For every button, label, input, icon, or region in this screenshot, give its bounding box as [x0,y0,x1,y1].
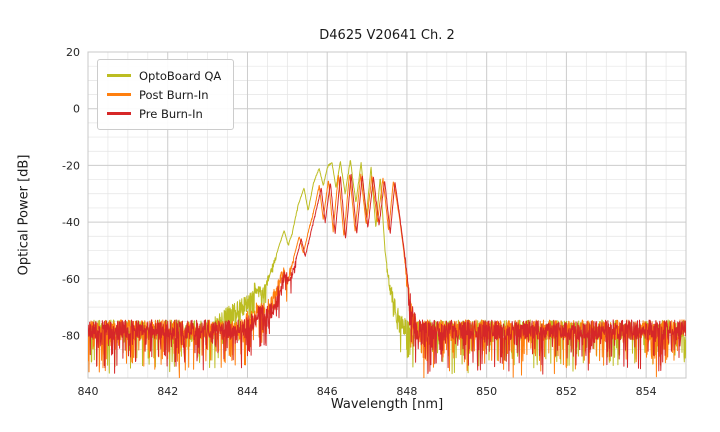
series-line-pre-burn-in [88,173,686,375]
legend-line-swatch [107,112,131,115]
legend-line-swatch [107,74,131,77]
x-tick-label: 854 [636,385,657,398]
x-tick-label: 850 [476,385,497,398]
y-tick-label: 0 [73,103,80,116]
x-tick-label: 840 [78,385,99,398]
legend-item: OptoBoard QA [107,66,221,85]
legend-label: Pre Burn-In [139,106,203,121]
y-axis-label: Optical Power [dB] [16,154,32,276]
chart-title: D4625 V20641 Ch. 2 [319,28,455,43]
y-tick-label: 20 [66,46,80,59]
x-axis-label: Wavelength [nm] [330,397,444,412]
x-tick-label: 848 [396,385,417,398]
y-tick-label: -40 [62,216,80,229]
x-tick-label: 846 [317,385,338,398]
legend-label: Post Burn-In [139,87,209,102]
legend-item: Post Burn-In [107,85,221,104]
y-tick-label: -60 [62,273,80,286]
legend: OptoBoard QA Post Burn-In Pre Burn-In [97,59,235,130]
legend-label: OptoBoard QA [139,68,222,83]
legend-line-swatch [107,93,131,96]
plot-border [87,51,687,379]
y-tick-label: -20 [62,159,80,172]
legend-item: Pre Burn-In [107,104,221,123]
x-tick-label: 842 [157,385,178,398]
x-tick-label: 844 [237,385,258,398]
x-tick-label: 852 [556,385,577,398]
y-tick-label: -80 [62,329,80,342]
